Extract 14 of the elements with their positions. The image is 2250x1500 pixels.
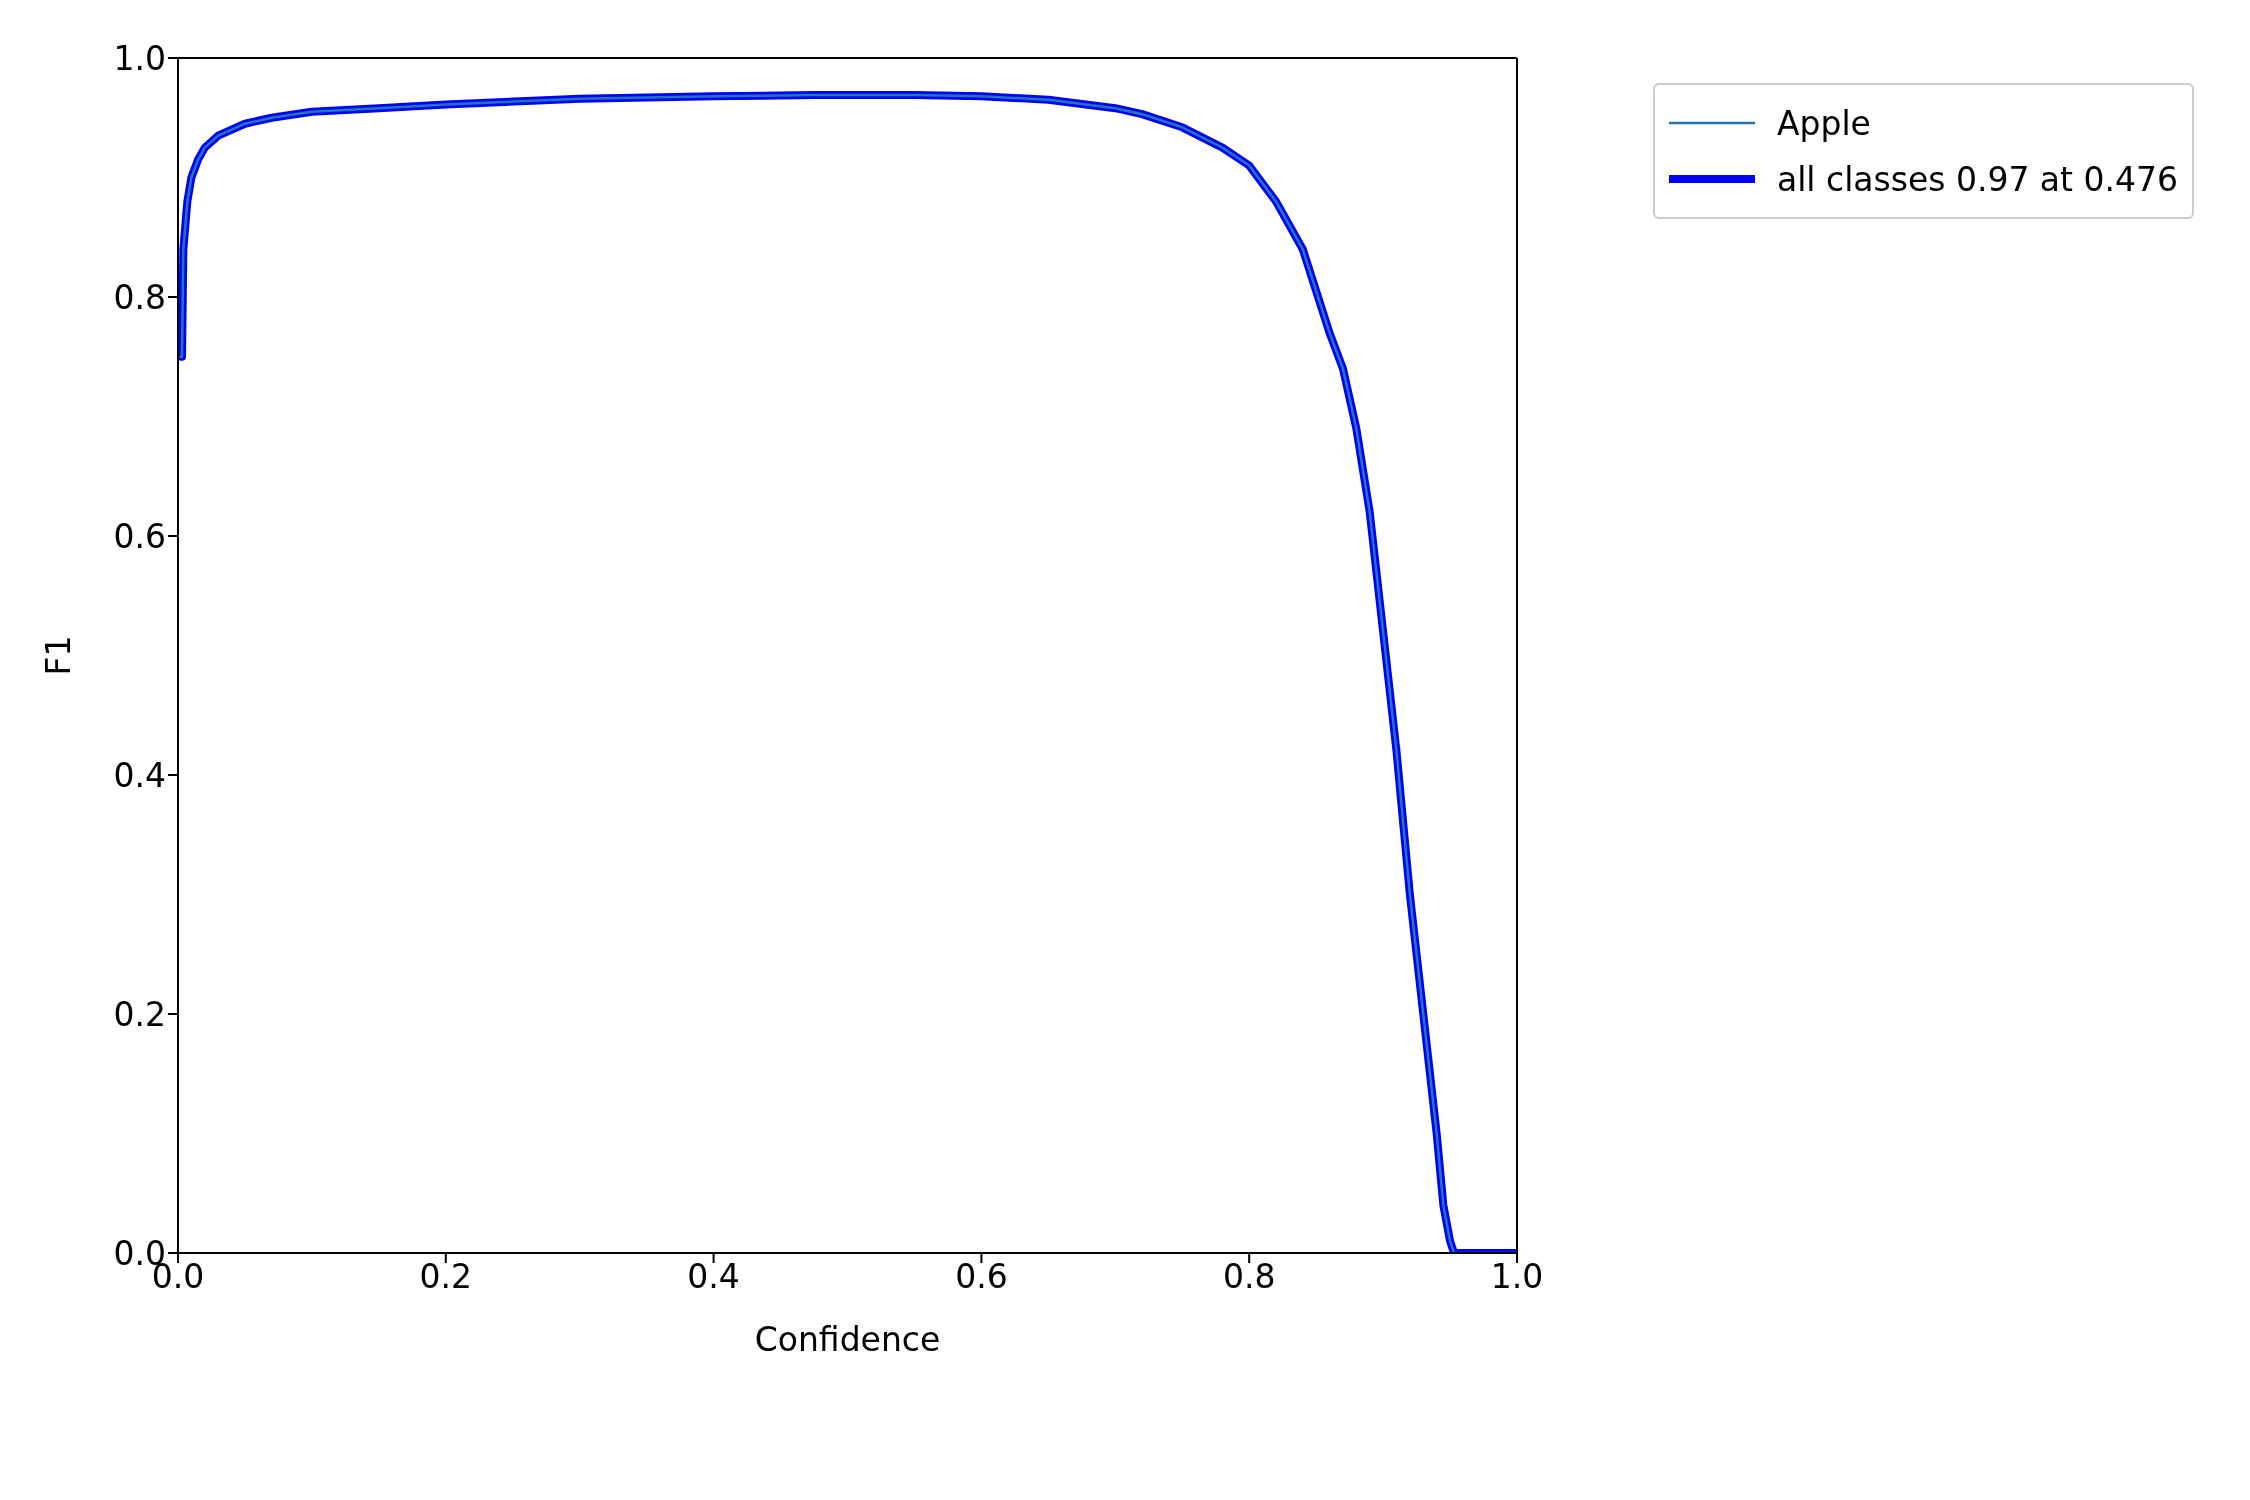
- y-tick-label: 0.6: [113, 516, 166, 556]
- y-tick-label: 0.4: [113, 755, 166, 795]
- x-tick-label: 0.4: [687, 1257, 740, 1297]
- y-tick-label: 1.0: [113, 38, 166, 78]
- x-tick-label: 1.0: [1490, 1257, 1544, 1297]
- x-tick-label: 0.8: [1222, 1257, 1276, 1297]
- legend-label: Apple: [1776, 103, 1871, 143]
- y-tick-label: 0.2: [113, 994, 166, 1034]
- y-tick-label: 0.8: [113, 277, 166, 317]
- y-axis-title: F1: [38, 635, 78, 676]
- x-axis-title: Confidence: [754, 1320, 941, 1359]
- x-tick-label: 0.2: [419, 1257, 473, 1297]
- legend-label: all classes 0.97 at 0.476: [1776, 159, 2178, 199]
- x-tick-label: 0.6: [955, 1257, 1008, 1297]
